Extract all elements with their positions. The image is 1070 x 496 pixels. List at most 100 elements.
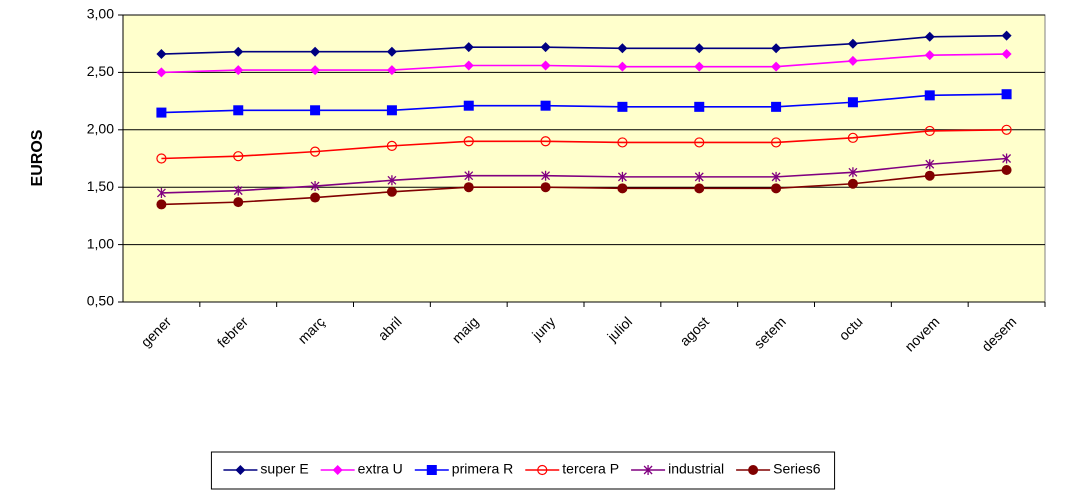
legend-label: extra U [358, 461, 403, 477]
marker [694, 171, 704, 182]
marker [386, 140, 398, 151]
legend-label: primera R [452, 461, 513, 477]
marker [617, 101, 628, 112]
marker [771, 183, 782, 194]
y-tick-label: 2,50 [87, 63, 114, 79]
marker [694, 101, 705, 112]
marker [332, 465, 343, 475]
marker [233, 65, 244, 76]
marker [156, 187, 166, 198]
marker [310, 192, 321, 203]
marker [463, 100, 474, 111]
marker [847, 178, 858, 189]
x-tick-label: agost [676, 313, 712, 349]
marker [694, 183, 705, 194]
legend-box [210, 451, 836, 490]
series-line [161, 34, 1007, 55]
marker [463, 136, 474, 147]
marker [235, 465, 246, 475]
marker [925, 159, 935, 170]
marker [1001, 164, 1012, 175]
marker [694, 43, 705, 54]
marker [233, 185, 243, 196]
legend-item: primera R [414, 461, 513, 477]
marker [617, 171, 627, 182]
marker [386, 65, 397, 76]
marker [924, 90, 935, 101]
marker [386, 46, 397, 57]
marker [694, 61, 705, 72]
y-tick-label: 0,50 [87, 293, 114, 309]
series-line [161, 169, 1007, 206]
marker [156, 107, 167, 118]
marker [847, 55, 858, 66]
marker [617, 183, 628, 194]
marker [617, 43, 628, 54]
series-line [161, 157, 1007, 194]
marker [387, 175, 397, 186]
legend-label: tercera P [562, 461, 619, 477]
legend-label: industrial [668, 461, 724, 477]
marker [463, 60, 474, 71]
marker [617, 137, 628, 148]
legend-label: Series6 [773, 461, 821, 477]
marker [310, 65, 321, 76]
marker [463, 42, 474, 53]
x-tick-label: setem [751, 313, 789, 351]
legend-item: tercera P [525, 461, 619, 477]
marker [540, 136, 551, 147]
marker [464, 170, 474, 181]
marker [1001, 89, 1012, 100]
series-line [161, 93, 1007, 114]
marker [847, 38, 858, 49]
marker [156, 49, 167, 60]
x-tick-label: juliol [603, 313, 635, 345]
marker [771, 61, 782, 72]
marker [924, 31, 935, 42]
legend-item: super E [223, 461, 309, 477]
marker [310, 181, 320, 192]
legend-label: super E [260, 461, 308, 477]
marker [540, 42, 551, 53]
marker [924, 125, 935, 137]
y-tick-label: 2,00 [87, 121, 114, 137]
y-tick-label: 3,00 [87, 6, 114, 22]
marker [848, 167, 858, 178]
marker [694, 137, 705, 148]
marker [643, 465, 653, 475]
marker [156, 199, 167, 210]
legend: super E extra U primera R tercera P industri… [210, 451, 836, 490]
marker [156, 67, 167, 78]
marker [310, 46, 321, 57]
x-tick-label: octu [836, 313, 866, 343]
marker [924, 170, 935, 181]
marker [847, 97, 858, 108]
marker [1002, 153, 1012, 164]
marker [770, 137, 782, 148]
marker [386, 105, 397, 116]
legend-item: industrial [631, 461, 724, 477]
marker [426, 465, 437, 475]
legend-item: extra U [320, 461, 403, 477]
marker [847, 132, 859, 143]
marker [748, 465, 759, 475]
y-tick-label: 1,50 [87, 178, 114, 194]
marker [771, 171, 781, 182]
plot-area [122, 14, 1046, 303]
marker [233, 46, 244, 57]
series-line [161, 129, 1007, 160]
marker [540, 182, 551, 193]
marker [771, 43, 782, 54]
marker [463, 182, 474, 193]
marker [771, 101, 782, 112]
x-tick-label: desem [978, 313, 1019, 354]
x-tick-label: febrer [214, 313, 251, 350]
legend-item: Series6 [736, 461, 821, 477]
marker [309, 146, 321, 157]
marker [233, 105, 244, 116]
marker [540, 60, 551, 71]
y-axis-title: EUROS [29, 129, 46, 186]
x-tick-label: gener [138, 313, 175, 350]
x-tick-label: novem [901, 313, 942, 354]
